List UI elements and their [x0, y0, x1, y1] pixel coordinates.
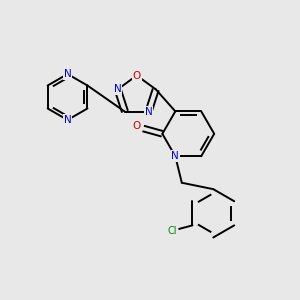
- Text: N: N: [114, 84, 122, 94]
- Text: O: O: [133, 70, 141, 80]
- Text: N: N: [171, 151, 179, 161]
- Text: N: N: [64, 115, 71, 125]
- Text: N: N: [145, 107, 152, 117]
- Text: O: O: [133, 121, 141, 131]
- Text: N: N: [64, 69, 71, 79]
- Text: Cl: Cl: [167, 226, 176, 236]
